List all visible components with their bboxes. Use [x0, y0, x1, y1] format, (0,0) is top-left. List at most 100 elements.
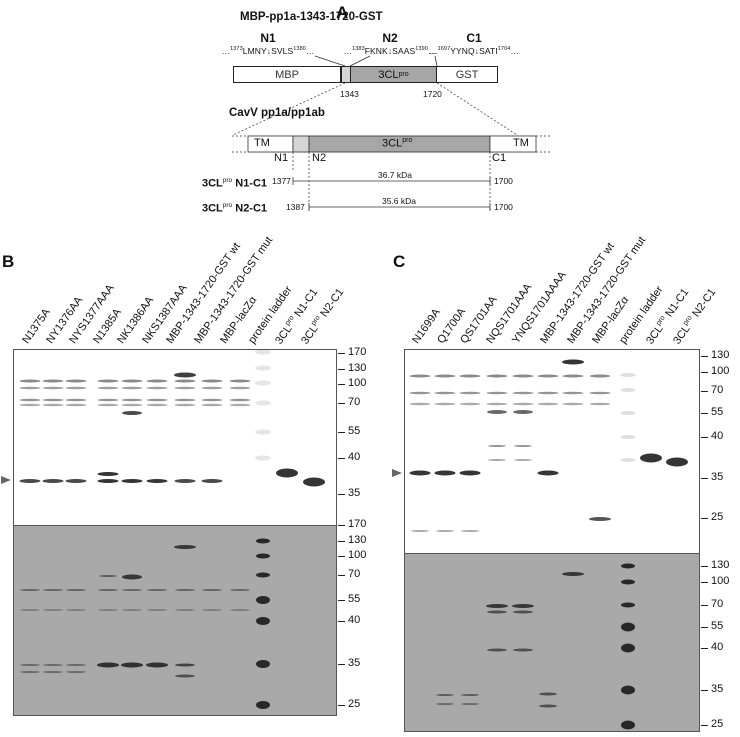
gel-c-band [409, 470, 431, 476]
panel-letter-a: A [336, 3, 349, 22]
fragment-n2-c1-end: 1700 [494, 202, 513, 212]
gel-b-ladder-band [255, 380, 271, 386]
gel-c-band [409, 374, 431, 378]
gel-c-ladder-band [621, 563, 635, 569]
gel-b-ladder-band [256, 553, 270, 559]
panel-letter-c: C [393, 252, 406, 271]
gel-c-top-mw-label: 25 [711, 511, 724, 523]
gel-c-band [666, 457, 688, 467]
gel-b-top [13, 349, 337, 526]
site-seq-n1: …1373LMNY↓SVLS1380… [221, 46, 315, 56]
gel-c-bottom-mw-tick [701, 690, 708, 691]
gel-b-top-mw-tick [338, 494, 345, 495]
gel-b-band [66, 609, 86, 611]
gel-b-bottom-mw-label: 35 [348, 657, 361, 669]
gel-c-band [537, 470, 559, 476]
gel-c-band [589, 374, 611, 378]
gel-b-band [201, 379, 223, 383]
fragment-n1-c1-mass: 36.7 kDa [377, 170, 413, 180]
gel-b-band [201, 403, 223, 407]
gel-c-top-mw-tick [701, 372, 708, 373]
panel-letter-b: B [2, 252, 15, 271]
gel-c-band [434, 402, 456, 406]
gel-c-band [512, 391, 534, 395]
gel-b-top-mw-label: 100 [348, 377, 367, 389]
gel-b-band [146, 398, 168, 402]
gel-b-band [20, 589, 40, 591]
site-name-n2: N2 [382, 31, 398, 45]
fusion-number-right: 1720 [423, 89, 442, 99]
gel-c-band [562, 391, 584, 395]
gel-c-band [537, 391, 559, 395]
gel-b-band [65, 398, 87, 402]
gel-b-band [229, 386, 251, 390]
gel-b-band [201, 479, 223, 483]
n1-label: N1 [274, 152, 289, 164]
gel-c-bottom-mw-tick [701, 582, 708, 583]
gel-b-band [175, 674, 195, 678]
gel-b-band [121, 398, 143, 402]
gel-c-band [513, 410, 533, 414]
gel-b-band [201, 398, 223, 402]
gel-b-top-mw-tick [338, 403, 345, 404]
gel-c-band [562, 374, 584, 378]
gel-b-top-mw-tick [338, 432, 345, 433]
fragment-n1-c1-end: 1700 [494, 176, 513, 186]
gel-c-band [589, 391, 611, 395]
gel-b-band [122, 574, 142, 580]
gel-b-band [42, 386, 64, 390]
gel-b-band [121, 379, 143, 383]
gel-c-band [434, 374, 456, 378]
gel-b-band [146, 662, 168, 668]
gel-b-band [19, 479, 41, 483]
gel-b-band [230, 589, 250, 591]
gel-b-band [229, 403, 251, 407]
gel-c-bottom-mw-tick [701, 648, 708, 649]
gel-c-band [461, 694, 479, 696]
gel-b-band [42, 479, 64, 483]
gel-b-band [229, 379, 251, 383]
gel-b-top-mw-tick [338, 369, 345, 370]
gel-b-band [99, 575, 117, 577]
gel-c-top-mw-label: 55 [711, 406, 724, 418]
gel-c-top-mw-tick [701, 478, 708, 479]
gel-c-arrow-marker [392, 469, 402, 477]
gel-b-top-mw-tick [338, 353, 345, 354]
gel-b-ladder-band [256, 538, 270, 544]
gel-b-band [146, 479, 168, 483]
gel-c-band [459, 374, 481, 378]
gel-b-band [121, 403, 143, 407]
gel-b-band [43, 671, 63, 673]
gel-b-band [19, 398, 41, 402]
gel-b-band [202, 589, 222, 591]
gel-b-bottom [13, 525, 337, 716]
gel-c-bottom-mw-label: 25 [711, 718, 724, 730]
gel-c-band [514, 445, 532, 447]
gel-c-band [459, 391, 481, 395]
gel-b-top-mw-label: 170 [348, 346, 367, 358]
gel-c-band [486, 604, 508, 608]
gel-b-band [174, 398, 196, 402]
gel-c-ladder-band [621, 622, 635, 632]
gel-c-band [486, 374, 508, 378]
gel-c-band [512, 374, 534, 378]
gel-c-band [512, 604, 534, 608]
gel-c-bottom-mw-label: 70 [711, 598, 724, 610]
gel-c-top-mw-label: 130 [711, 349, 730, 361]
gel-c-bottom-mw-label: 55 [711, 620, 724, 632]
fragment-n1-c1-name: 3CLpro N1-C1 [202, 177, 268, 190]
gel-c-ladder-band [620, 388, 636, 392]
n2-label: N2 [312, 152, 327, 164]
gel-b-band [121, 386, 143, 390]
polyprotein-protease-label: 3CLpro [382, 137, 413, 150]
construct-title: MBP-pp1a-1343-1720-GST [240, 11, 383, 23]
gel-b-band [174, 372, 196, 378]
gel-b-top-mw-label: 35 [348, 487, 361, 499]
gel-c-band [488, 459, 506, 461]
gel-b-band [122, 589, 142, 591]
c1-label: C1 [492, 152, 507, 164]
gel-c-band [459, 402, 481, 406]
gel-b-bottom-mw-tick [338, 556, 345, 557]
gel-b-ladder-band [256, 617, 270, 625]
gel-c-band [537, 374, 559, 378]
